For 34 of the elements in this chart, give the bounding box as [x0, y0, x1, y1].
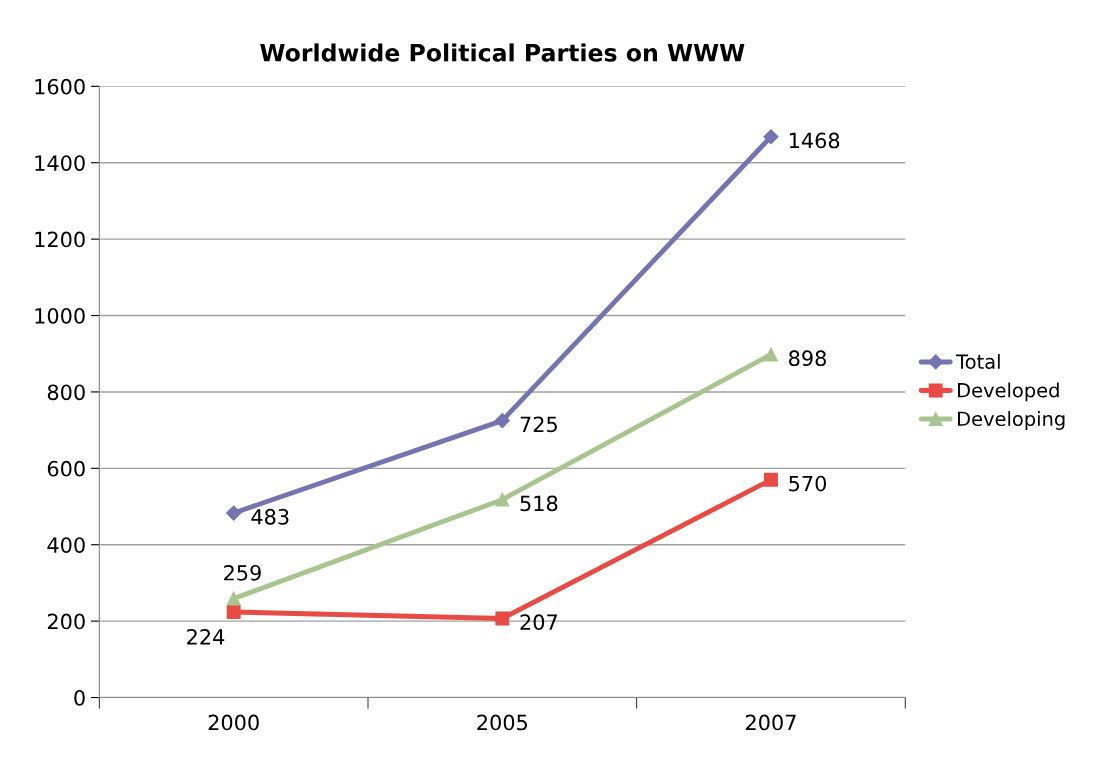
chart-title: Worldwide Political Parties on WWW [260, 43, 745, 62]
point [763, 129, 779, 145]
x-tick-label: 2000 [208, 714, 259, 731]
y-tick-label: 600 [47, 460, 85, 477]
y-tick-label: 200 [47, 613, 85, 630]
point [495, 611, 510, 626]
point [764, 347, 778, 362]
y-tick-label: 800 [47, 384, 85, 401]
data-label: 483 [251, 508, 289, 525]
data-label: 898 [789, 350, 826, 367]
legend-label: Developing [958, 411, 1065, 430]
point [226, 591, 241, 606]
point [495, 492, 510, 507]
x-tick-label: 2007 [745, 714, 796, 731]
point [226, 605, 241, 619]
y-tick-label: 1400 [35, 155, 85, 171]
y-tick-label: 0 [74, 689, 85, 706]
legend-label: Total [956, 353, 1000, 370]
data-label: 259 [224, 564, 261, 581]
data-label: 518 [520, 495, 558, 512]
x-tick-label: 2005 [477, 714, 528, 731]
data-label: 725 [520, 416, 557, 433]
data-label: 570 [789, 475, 827, 492]
y-tick-label: 1600 [35, 78, 85, 95]
point [764, 472, 778, 487]
point [226, 505, 242, 521]
legend-label: Developed [958, 382, 1059, 402]
data-label: 224 [187, 629, 225, 645]
y-tick-label: 400 [47, 537, 85, 553]
y-tick-label: 1200 [35, 231, 85, 248]
y-tick-label: 1000 [35, 307, 85, 324]
data-label: 207 [520, 614, 557, 631]
data-label: 1468 [789, 132, 840, 149]
point [494, 413, 510, 429]
